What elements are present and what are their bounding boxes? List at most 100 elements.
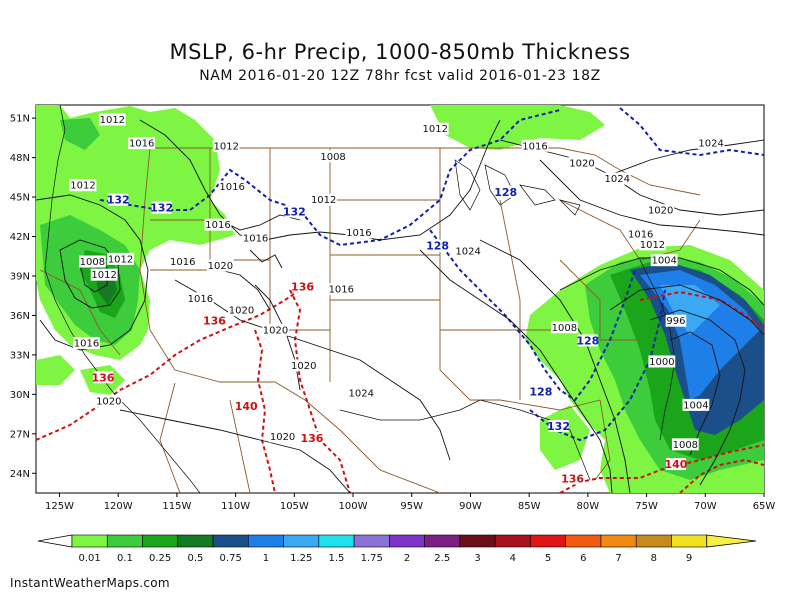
isobar-label-bg (697, 137, 725, 150)
isobar-label-bg (627, 227, 655, 240)
isobar-label-bg (682, 398, 710, 411)
map-title: MSLP, 6-hr Precip, 1000-850mb Thickness (169, 40, 631, 64)
colorbar-label: 8 (651, 553, 657, 564)
isobar-label-bg (262, 323, 289, 336)
lat-label: 24N (10, 469, 30, 480)
thickness-label-bg (495, 185, 516, 198)
isobar-label: 1024 (349, 389, 374, 400)
isobar-label: 1016 (129, 139, 154, 150)
colorbar-segment (671, 534, 708, 548)
latitude-labels: 51N 48N 45N 42N 39N 36N 33N 30N 27N 24N (10, 114, 36, 480)
isobar-label: 1016 (205, 220, 230, 231)
isobar-label-bg (206, 259, 234, 272)
isobar-label-bg (204, 218, 232, 231)
isobar-label-bg (73, 337, 100, 350)
isobar-label: 1012 (640, 240, 665, 251)
isobar-label: 1012 (100, 115, 125, 126)
lat-label: 42N (10, 232, 30, 243)
isobar-label: 1012 (311, 195, 336, 206)
isobar-label: 1020 (270, 432, 295, 443)
lon-label: 120W (104, 501, 133, 512)
isobar-label: 1012 (213, 141, 238, 152)
colorbar-segment (530, 534, 566, 548)
colorbar-label: 0.5 (187, 553, 203, 564)
isobar-label: 1012 (108, 254, 133, 265)
thickness-label-blue: 128 (576, 334, 599, 347)
thickness-label-bg (236, 400, 257, 413)
thickness-label-bg (427, 239, 448, 252)
colorbar-segment (71, 534, 108, 548)
thickness-label-bg (204, 314, 225, 327)
colorbar-segment (283, 534, 320, 548)
thickness-label-bg (577, 334, 598, 347)
thickness-label-blue: 132 (150, 202, 173, 215)
colorbar-segment (600, 534, 637, 548)
isobar-label: 1020 (229, 306, 254, 317)
isobar-label-bg (648, 355, 676, 368)
thickness-label-red: 136 (203, 315, 226, 328)
colorbar-label: 4 (510, 553, 516, 564)
isobar-label: 1016 (329, 285, 354, 296)
lat-label: 30N (10, 390, 30, 401)
lat-label: 51N (10, 114, 30, 125)
isobar-label-bg (421, 122, 449, 135)
colorbar-segment (389, 534, 425, 548)
isobar-label-bg (603, 172, 631, 185)
colorbar-segment (459, 534, 496, 548)
lon-label: 110W (221, 501, 250, 512)
colorbar-label: 1 (263, 553, 269, 564)
thickness-label-bg (151, 201, 172, 214)
isobar-label-bg (290, 359, 318, 372)
credit-text: InstantWeatherMaps.com (10, 576, 170, 590)
isobar-label: 1008 (552, 323, 577, 334)
isobar-label: 1012 (70, 181, 95, 192)
thickness-label-red: 140 (664, 458, 687, 471)
lat-label: 27N (10, 429, 30, 440)
precip-bc-coast (60, 118, 100, 150)
isobar-label-bg (345, 226, 373, 239)
isobar-label-bg (650, 254, 678, 267)
lon-label: 125W (45, 501, 74, 512)
colorbar-label: 5 (545, 553, 551, 564)
isobar-label: 996 (666, 316, 685, 327)
lon-label: 115W (162, 501, 191, 512)
colorbar-label: 0.1 (117, 553, 133, 564)
colorbar-segment (494, 534, 531, 548)
isobar-label-bg (242, 231, 269, 244)
isobar-label: 1020 (208, 261, 233, 272)
isobar-label-bg (107, 252, 134, 265)
lon-label: 90W (459, 501, 482, 512)
colorbar-label: 1.5 (329, 553, 345, 564)
isobar-label: 1008 (673, 440, 698, 451)
colorbar-label: 0.25 (149, 553, 171, 564)
colorbar-label: 1.25 (290, 553, 312, 564)
thickness-label-red: 136 (561, 473, 584, 486)
isobar-label: 1016 (628, 229, 653, 240)
lat-label: 48N (10, 153, 30, 164)
thickness-label-bg (284, 205, 305, 218)
thickness-label-bg (530, 385, 551, 398)
isobar-label-bg (647, 204, 675, 217)
isobar-label: 1016 (522, 141, 547, 152)
isobar-label: 1016 (74, 339, 99, 350)
lon-label: 105W (280, 501, 309, 512)
lon-label: 80W (577, 501, 600, 512)
isobar-label-bg (550, 321, 578, 334)
lat-label: 36N (10, 311, 30, 322)
thickness-label-bg (548, 419, 569, 432)
thickness-label-blue: 132 (283, 206, 306, 219)
isobar-label: 1020 (263, 325, 288, 336)
thickness-label-blue: 128 (529, 386, 552, 399)
thickness-label-blue: 132 (547, 420, 570, 433)
isobar-label: 1020 (648, 206, 673, 217)
precip-colorbar: 0.01 0.1 0.25 0.5 0.75 1 1.25 1.5 1.75 2 2.5 3 4 5 6 7 8… (37, 534, 757, 564)
isobar-label: 1004 (651, 256, 676, 267)
isobar-label-bg (98, 113, 126, 126)
isobar-label: 1024 (698, 139, 723, 150)
isobar-label-bg (218, 180, 246, 193)
colorbar-segment (212, 534, 249, 548)
isobar-label: 1000 (649, 357, 674, 368)
isobar-label: 1016 (188, 294, 213, 305)
isobar-label-bg (347, 387, 375, 400)
